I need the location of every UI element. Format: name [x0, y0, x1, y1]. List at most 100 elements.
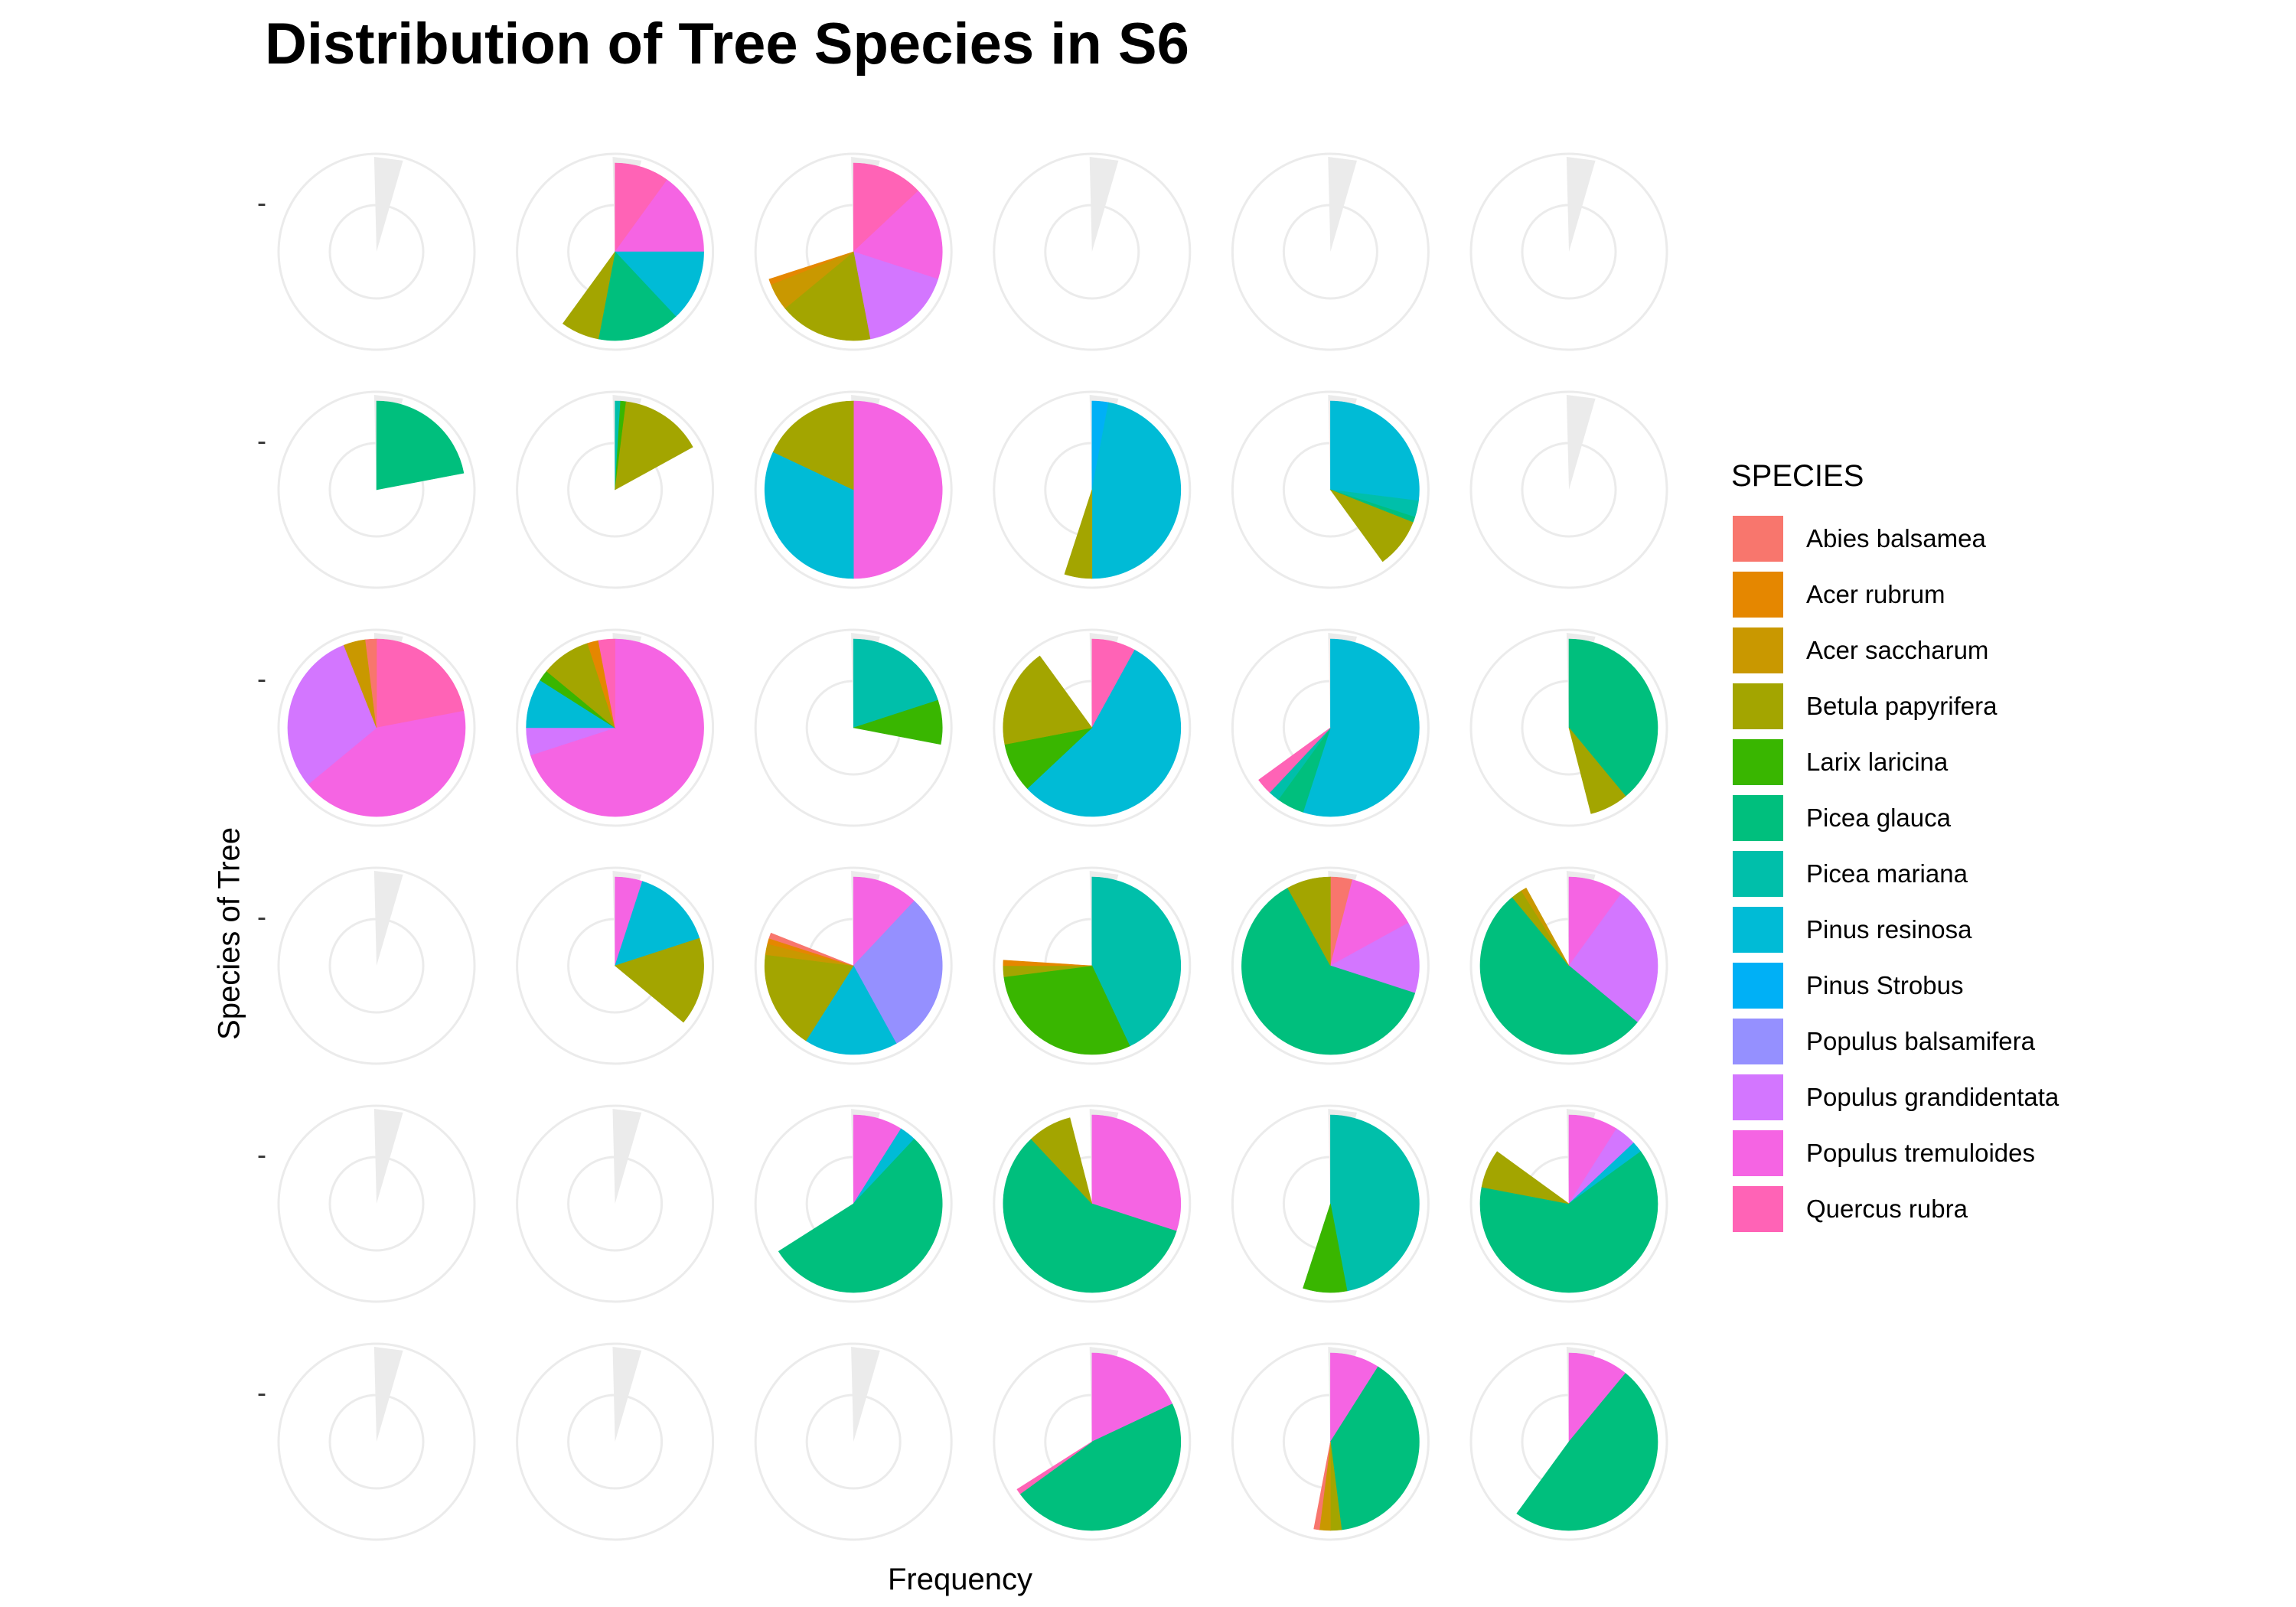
- pie-panel: [993, 1104, 1192, 1303]
- pie-panel: [1231, 152, 1430, 351]
- legend-items: Abies balsamea Acer rubrum Acer saccharum B…: [1731, 510, 2059, 1237]
- chart-title: Distribution of Tree Species in S6: [265, 11, 1189, 77]
- legend-label: Abies balsamea: [1806, 523, 1986, 553]
- pie-slice: [1091, 1352, 1173, 1442]
- pie-slice: [1516, 1373, 1658, 1531]
- pie-slice: [1330, 400, 1420, 501]
- pie-slice: [1330, 1114, 1420, 1292]
- legend-label: Larix laricina: [1806, 747, 1949, 776]
- pie-panel: [516, 152, 715, 351]
- legend-item: Betula papyrifera: [1731, 678, 2059, 734]
- y-axis-label: Species of Tree: [212, 827, 246, 1040]
- pie-panel: [1231, 628, 1430, 827]
- pie-panel: [1469, 1342, 1668, 1541]
- pie-slice: [1003, 1139, 1177, 1293]
- pie-slice: [1303, 1203, 1348, 1293]
- pie-slice: [764, 954, 854, 1041]
- legend-item: Populus balsamifera: [1731, 1013, 2059, 1069]
- pie-slice: [1329, 489, 1414, 562]
- pie-slice: [1329, 879, 1409, 966]
- pie-panel: [516, 1342, 715, 1541]
- panel-grid-outer: [993, 1104, 1192, 1303]
- pie-slice: [853, 876, 915, 966]
- panel-grid-outer: [516, 152, 715, 351]
- pie-panel: [516, 628, 715, 827]
- pie-slice: [1016, 1441, 1092, 1495]
- legend-label: Populus balsamifera: [1806, 1026, 2035, 1055]
- pie-panel: [1469, 866, 1668, 1065]
- pie-slice: [615, 179, 704, 253]
- panel-grid-outer: [1231, 1104, 1430, 1303]
- legend-label: Picea glauca: [1806, 803, 1951, 832]
- pie-slice: [376, 638, 465, 729]
- pie-slice: [1568, 893, 1658, 1023]
- panel-grid-outer: [1231, 866, 1430, 1065]
- panel-grid-outer: [516, 1342, 715, 1541]
- pie-slice: [1241, 887, 1416, 1055]
- pie-slice: [1568, 638, 1658, 797]
- legend-label: Pinus Strobus: [1806, 970, 1964, 999]
- pie-slice: [768, 251, 854, 285]
- y-tick-label: -: [257, 663, 266, 694]
- pie-slice: [1568, 727, 1626, 814]
- panel-grid-outer: [277, 866, 476, 1065]
- panel-grid-outer: [754, 866, 953, 1065]
- pie-slice: [853, 251, 938, 340]
- pie-slice: [768, 932, 854, 966]
- pie-slice: [615, 401, 693, 491]
- legend-label: Picea mariana: [1806, 859, 1968, 888]
- legend-key: [1731, 681, 1785, 731]
- pie-panel: [1469, 1104, 1668, 1303]
- pie-panel: [993, 1342, 1192, 1541]
- pie-slice: [1481, 1151, 1570, 1204]
- pie-panel: [516, 866, 715, 1065]
- pie-panel: [1231, 390, 1430, 589]
- pie-panel: [277, 390, 476, 589]
- legend-label: Pinus resinosa: [1806, 914, 1972, 944]
- pie-slice: [365, 638, 377, 729]
- pie-slice: [764, 451, 854, 579]
- pie-slice: [853, 901, 943, 1045]
- pie-slice: [1303, 638, 1420, 817]
- legend-item: Picea mariana: [1731, 846, 2059, 901]
- pie-slice: [1287, 876, 1331, 966]
- panel-grid-outer: [1469, 152, 1668, 351]
- pie-panel: [754, 628, 953, 827]
- panel-axis-marker: [1566, 157, 1596, 252]
- pie-panel: [993, 152, 1192, 351]
- pie-slice: [1064, 489, 1093, 579]
- legend-item: Pinus resinosa: [1731, 901, 2059, 957]
- panel-axis-marker: [612, 1347, 642, 1442]
- pie-slice: [1091, 876, 1182, 1047]
- panel-grid-outer: [516, 866, 715, 1065]
- panel-axis-marker: [1328, 157, 1357, 252]
- pie-slice: [784, 251, 871, 341]
- legend-item: Populus grandidentata: [1731, 1069, 2059, 1125]
- pie-slice: [1568, 876, 1622, 966]
- panel-grid-outer: [993, 152, 1192, 351]
- pie-panel: [277, 1104, 476, 1303]
- legend: SPECIES Abies balsamea Acer rubrum Acer sa…: [1731, 459, 2059, 1237]
- pie-panel: [1469, 152, 1668, 351]
- pie-panel: [1231, 1342, 1430, 1541]
- panel-grid-outer: [277, 152, 476, 351]
- legend-item: Acer saccharum: [1731, 622, 2059, 678]
- panel-grid-outer: [1231, 390, 1430, 589]
- pie-slice: [853, 191, 943, 280]
- panel-grid-outer: [754, 1104, 953, 1303]
- pie-slice: [1091, 402, 1182, 579]
- pie-panel: [277, 866, 476, 1065]
- panel-grid-outer: [1469, 1342, 1668, 1541]
- pie-panel: [1231, 1104, 1430, 1303]
- pie-slice: [530, 638, 704, 817]
- panel-grid-outer: [993, 628, 1192, 827]
- panel-grid-outer: [754, 1342, 953, 1541]
- pie-panel: [277, 1342, 476, 1541]
- pie-panel: [1469, 628, 1668, 827]
- panel-axis-marker: [373, 1347, 403, 1442]
- pie-panel: [754, 1104, 953, 1303]
- pie-slice: [853, 162, 919, 253]
- pie-slice: [1479, 1151, 1658, 1293]
- pie-slice: [1026, 649, 1182, 817]
- legend-label: Quercus rubra: [1806, 1194, 1968, 1223]
